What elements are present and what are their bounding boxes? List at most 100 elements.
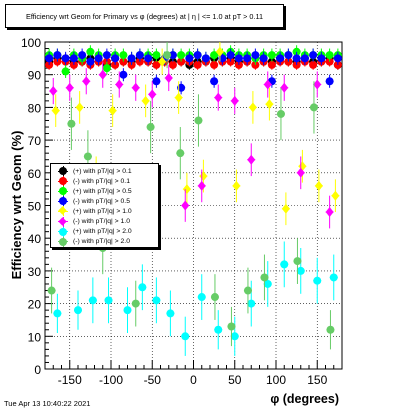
series-5 — [49, 61, 334, 229]
legend-marker — [53, 236, 73, 247]
data-point — [181, 200, 190, 211]
data-point — [82, 76, 91, 87]
data-point — [185, 54, 194, 63]
y-tick-label: 90 — [28, 69, 42, 83]
data-point — [193, 60, 202, 69]
legend-entry: (-) with pT/|q| > 0.5 — [53, 196, 158, 207]
data-point — [138, 283, 147, 292]
data-point — [47, 286, 56, 295]
data-point — [317, 54, 326, 63]
legend-label: (+) with pT/|q| > 0.1 — [73, 167, 132, 175]
data-point — [166, 309, 175, 318]
data-point — [61, 54, 70, 63]
data-point — [296, 266, 305, 275]
legend-entry: (+) with pT/|q| > 0.5 — [53, 186, 158, 197]
data-point — [51, 105, 60, 116]
data-point — [182, 184, 191, 195]
data-point — [331, 190, 340, 201]
data-point — [267, 60, 276, 69]
data-point — [210, 51, 219, 60]
data-point — [201, 54, 210, 63]
data-point — [326, 325, 335, 334]
data-point — [260, 273, 269, 282]
series-3 — [45, 48, 342, 95]
data-point — [265, 99, 274, 110]
y-tick-label: 80 — [28, 101, 42, 115]
data-point — [309, 103, 318, 112]
data-point — [230, 95, 239, 106]
legend-entry: (+) with pT/|q| > 1.0 — [53, 206, 158, 217]
data-point — [86, 47, 95, 56]
data-point — [227, 322, 236, 331]
legend-label: (-) with pT/|q| > 1.0 — [73, 218, 130, 226]
data-point — [210, 60, 219, 69]
timestamp: Tue Apr 13 10:40:22 2021 — [4, 399, 91, 408]
data-points — [45, 42, 342, 356]
data-point — [197, 293, 206, 302]
data-point — [67, 119, 76, 128]
data-point — [314, 180, 323, 191]
y-tick-label: 100 — [21, 36, 41, 50]
data-point — [141, 95, 150, 106]
x-tick-label: -100 — [99, 373, 123, 387]
data-point — [276, 109, 285, 118]
title-box: Efficiency wrt Geom for Primary vs φ (de… — [5, 4, 284, 28]
data-point — [333, 54, 342, 63]
y-tick-label: 40 — [28, 232, 42, 246]
data-point — [168, 51, 177, 60]
data-point — [226, 51, 235, 60]
data-point — [251, 51, 260, 60]
data-point — [49, 86, 58, 97]
data-point — [214, 325, 223, 334]
legend: (+) with pT/|q| > 0.1 (-) with pT/|q| > 0… — [50, 163, 159, 248]
data-point — [281, 203, 290, 214]
data-point — [210, 77, 219, 86]
legend-label: (+) with pT/|q| > 2.0 — [73, 228, 132, 236]
data-point — [194, 116, 203, 125]
legend-marker — [53, 196, 73, 207]
data-point — [199, 171, 208, 182]
x-tick-label: -150 — [58, 373, 82, 387]
x-tick-label: 0 — [190, 373, 197, 387]
data-point — [280, 82, 289, 93]
data-point — [309, 51, 318, 60]
data-point — [247, 299, 256, 308]
data-point — [53, 51, 62, 60]
legend-marker — [53, 206, 73, 217]
data-point — [292, 54, 301, 63]
data-point — [210, 293, 219, 302]
data-point — [177, 51, 186, 60]
data-point — [146, 123, 155, 132]
data-point — [74, 306, 82, 315]
data-point — [230, 332, 239, 341]
data-point — [152, 296, 161, 305]
data-point — [131, 82, 140, 93]
data-point — [276, 54, 285, 63]
legend-marker — [53, 166, 73, 177]
x-tick-label: 50 — [228, 373, 242, 387]
data-point — [78, 51, 87, 60]
legend-marker — [53, 176, 73, 187]
y-tick-label: 30 — [28, 265, 42, 279]
data-point — [168, 60, 177, 69]
data-point — [234, 54, 243, 63]
legend-entry: (+) with pT/|q| > 2.0 — [53, 226, 158, 237]
data-point — [263, 279, 272, 288]
data-point — [98, 69, 107, 80]
data-point — [102, 51, 111, 60]
chart-title: Efficiency wrt Geom for Primary vs φ (de… — [25, 11, 264, 21]
legend-label: (+) with pT/|q| > 0.5 — [73, 187, 132, 195]
data-point — [309, 60, 318, 69]
y-tick-label: 10 — [28, 330, 42, 344]
data-point — [313, 79, 322, 90]
data-point — [123, 306, 132, 315]
data-point — [152, 60, 161, 69]
legend-entry: (-) with pT/|q| > 2.0 — [53, 236, 158, 247]
data-point — [119, 70, 128, 79]
data-point — [108, 105, 117, 116]
axis-ticks: 0 10 20 30 40 50 60 70 80 90 100 -150 -100 -50 0 50 100 1… — [21, 36, 335, 387]
data-point — [259, 54, 268, 63]
legend-marker — [53, 216, 73, 227]
series-7 — [47, 42, 335, 350]
